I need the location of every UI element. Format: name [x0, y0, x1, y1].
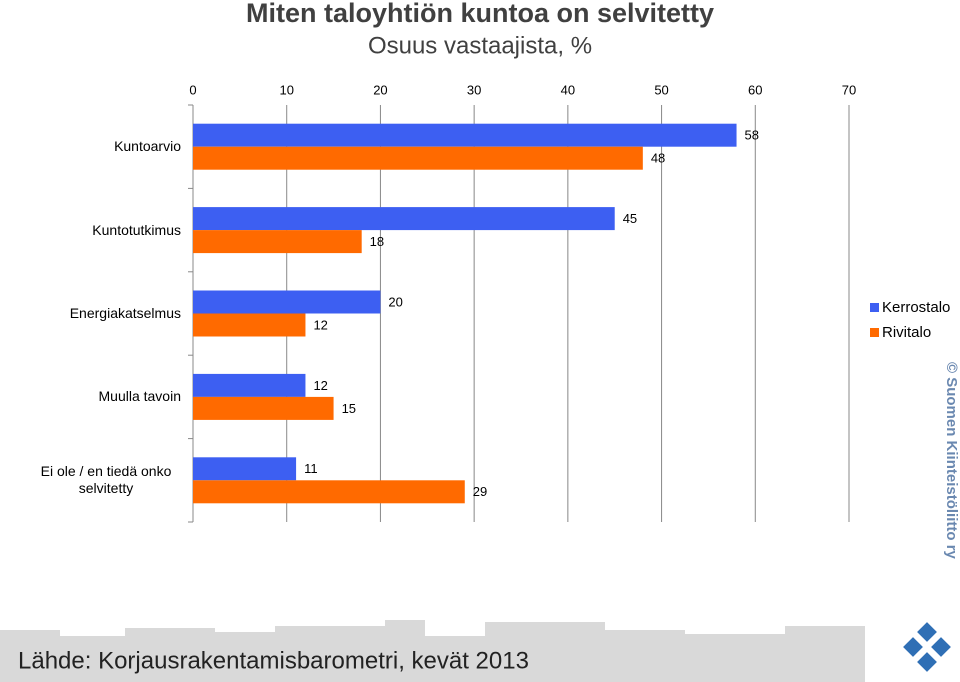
copyright: © Suomen Kiinteistöliitto ry: [943, 362, 960, 560]
legend-label: Kerrostalo: [882, 299, 950, 316]
legend-label: Rivitalo: [882, 324, 931, 341]
data-label: 48: [651, 151, 665, 166]
bar: [193, 313, 306, 337]
x-tick-label: 60: [748, 82, 762, 97]
source: Lähde: Korjausrakentamisbarometri, kevät…: [18, 647, 529, 674]
bar: [193, 207, 615, 231]
x-tick-label: 0: [189, 82, 196, 97]
x-tick-label: 10: [279, 82, 293, 97]
y-tick-label: Muulla tavoin: [98, 388, 182, 405]
y-tick-label: Ei ole / en tiedä onko selvitetty: [40, 463, 172, 497]
data-label: 58: [745, 128, 759, 143]
data-label: 12: [313, 317, 327, 332]
x-tick-label: 50: [654, 82, 668, 97]
x-tick-label: 70: [842, 82, 856, 97]
data-label: 11: [304, 461, 318, 476]
y-tick-label: Kuntotutkimus: [92, 221, 181, 238]
data-label: 15: [342, 401, 356, 416]
x-tick-label: 30: [467, 82, 481, 97]
bar: [193, 373, 306, 397]
data-label: 20: [388, 294, 402, 309]
bar: [193, 146, 643, 170]
chart-subtitle: Osuus vastaajista, %: [368, 32, 592, 59]
legend-swatch: [870, 303, 879, 312]
x-tick-label: 40: [561, 82, 575, 97]
data-label: 18: [370, 234, 384, 249]
data-label: 12: [313, 378, 327, 393]
x-tick-label: 20: [373, 82, 387, 97]
bar: [193, 396, 334, 420]
bar: [193, 230, 362, 254]
y-tick-label: Energiakatselmus: [69, 305, 181, 321]
skyline: [0, 620, 865, 682]
data-label: 29: [473, 484, 487, 499]
bar: [193, 123, 737, 147]
bar: [193, 457, 297, 481]
logo: [903, 622, 951, 672]
chart-title: Miten taloyhtiön kuntoa on selvitetty: [246, 0, 714, 28]
bar: [193, 290, 381, 314]
bar: [193, 480, 465, 504]
y-tick-label: Kuntoarvio: [114, 138, 181, 155]
legend-swatch: [870, 328, 879, 337]
data-label: 45: [623, 211, 637, 226]
